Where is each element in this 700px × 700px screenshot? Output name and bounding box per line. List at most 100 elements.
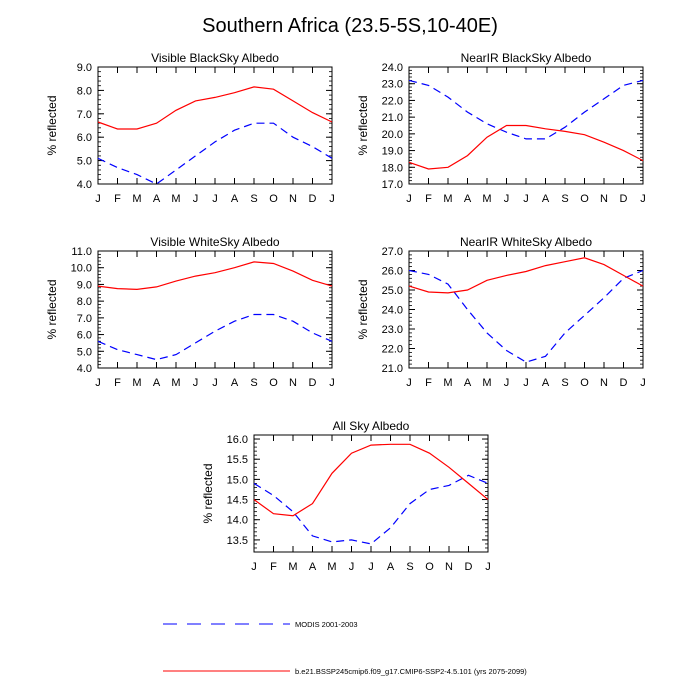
page-title: Southern Africa (23.5-5S,10-40E) — [202, 15, 498, 37]
plot-frame — [97, 66, 333, 185]
x-tick-label: D — [309, 193, 317, 205]
y-tick-label: 23.0 — [382, 324, 403, 336]
y-tick-label: 21.0 — [382, 112, 403, 124]
y-tick-label: 21.0 — [382, 363, 403, 375]
x-tick-label: M — [443, 193, 452, 205]
y-tick-label: 9.0 — [77, 279, 92, 291]
x-tick-label: O — [269, 377, 278, 389]
x-tick-label: J — [193, 193, 199, 205]
x-tick-label: J — [329, 377, 335, 389]
x-tick-label: J — [95, 193, 101, 205]
y-axis-label: % reflected — [356, 279, 370, 339]
x-tick-label: F — [114, 193, 121, 205]
y-tick-label: 22.0 — [382, 95, 403, 107]
x-tick-label: D — [309, 377, 317, 389]
y-tick-label: 10.0 — [71, 263, 92, 275]
y-tick-label: 14.0 — [227, 515, 248, 527]
x-tick-label: J — [193, 377, 199, 389]
x-tick-label: N — [445, 561, 453, 573]
x-tick-label: A — [464, 377, 472, 389]
x-tick-label: N — [289, 193, 297, 205]
legend-model-label: b.e21.BSSP245cmip6.f09_g17.CMIP6-SSP2-4.… — [295, 667, 527, 676]
x-tick-label: J — [251, 561, 257, 573]
legend-modis-label: MODIS 2001-2003 — [295, 620, 358, 629]
y-axis-label: % reflected — [45, 279, 59, 339]
y-tick-label: 26.0 — [382, 266, 403, 278]
x-tick-label: A — [309, 561, 317, 573]
y-tick-label: 17.0 — [382, 179, 403, 191]
x-tick-label: J — [329, 193, 335, 205]
x-tick-label: M — [482, 193, 491, 205]
plot-frame — [97, 250, 333, 369]
y-tick-label: 13.5 — [227, 535, 248, 547]
model-series-line — [408, 257, 644, 294]
x-tick-label: J — [406, 193, 412, 205]
legend: MODIS 2001-2003 b.e21.BSSP245cmip6.f09_g… — [163, 620, 527, 676]
y-tick-label: 15.0 — [227, 474, 248, 486]
x-tick-label: O — [269, 193, 278, 205]
x-tick-label: A — [387, 561, 395, 573]
model-series-line — [408, 124, 644, 170]
chart-title: Visible BlackSky Albedo — [151, 51, 279, 65]
y-tick-label: 14.5 — [227, 495, 248, 507]
y-tick-label: 25.0 — [382, 285, 403, 297]
modis-series-line — [408, 79, 644, 140]
y-tick-label: 19.0 — [382, 146, 403, 158]
x-tick-label: A — [542, 193, 550, 205]
y-tick-label: 6.0 — [77, 330, 92, 342]
x-tick-label: F — [270, 561, 277, 573]
chart-panel: NearIR WhiteSky Albedo 21.0 22.0 23.0 24.0 25… — [356, 235, 646, 389]
x-tick-label: S — [406, 561, 413, 573]
panels: Visible BlackSky Albedo 4.0 5.0 6.0 7.0 8.0 9.… — [45, 51, 646, 573]
modis-series-line — [97, 313, 333, 361]
x-tick-label: J — [640, 377, 646, 389]
x-tick-label: O — [425, 561, 434, 573]
y-tick-label: 4.0 — [77, 179, 92, 191]
y-tick-label: 24.0 — [382, 305, 403, 317]
y-axis-label: % reflected — [45, 95, 59, 155]
y-tick-label: 11.0 — [71, 246, 92, 258]
y-tick-label: 24.0 — [382, 62, 403, 74]
x-tick-label: D — [465, 561, 473, 573]
x-tick-label: J — [504, 193, 510, 205]
y-tick-label: 27.0 — [382, 246, 403, 258]
x-tick-label: A — [542, 377, 550, 389]
model-series-line — [97, 86, 333, 130]
y-tick-label: 4.0 — [77, 363, 92, 375]
model-series-line — [97, 261, 333, 291]
x-tick-label: M — [482, 377, 491, 389]
x-tick-label: S — [250, 193, 257, 205]
y-tick-label: 15.5 — [227, 454, 248, 466]
x-tick-label: A — [231, 193, 239, 205]
x-tick-label: M — [327, 561, 336, 573]
y-tick-label: 5.0 — [77, 346, 92, 358]
x-tick-label: D — [620, 377, 628, 389]
x-tick-label: F — [425, 377, 432, 389]
y-tick-label: 7.0 — [77, 109, 92, 121]
y-tick-label: 20.0 — [382, 129, 403, 141]
x-tick-label: J — [406, 377, 412, 389]
chart-title: NearIR BlackSky Albedo — [461, 51, 592, 65]
x-tick-label: A — [464, 193, 472, 205]
x-tick-label: J — [485, 561, 491, 573]
y-tick-label: 9.0 — [77, 62, 92, 74]
x-tick-label: J — [523, 377, 529, 389]
x-tick-label: J — [504, 377, 510, 389]
chart-panel: Visible BlackSky Albedo 4.0 5.0 6.0 7.0 8.0 9.… — [45, 51, 335, 205]
y-tick-label: 8.0 — [77, 296, 92, 308]
x-tick-label: F — [114, 377, 121, 389]
x-tick-label: J — [212, 193, 218, 205]
y-tick-label: 22.0 — [382, 344, 403, 356]
chart-title: NearIR WhiteSky Albedo — [460, 235, 592, 249]
chart-panel: NearIR BlackSky Albedo 17.0 18.0 19.0 20.0 21… — [356, 51, 646, 205]
chart-title: All Sky Albedo — [333, 419, 410, 433]
x-tick-label: O — [580, 377, 589, 389]
plot-frame — [253, 434, 489, 553]
x-tick-label: J — [349, 561, 355, 573]
y-tick-label: 6.0 — [77, 132, 92, 144]
x-tick-label: J — [640, 193, 646, 205]
y-tick-label: 8.0 — [77, 85, 92, 97]
x-tick-label: O — [580, 193, 589, 205]
x-tick-label: A — [231, 377, 239, 389]
